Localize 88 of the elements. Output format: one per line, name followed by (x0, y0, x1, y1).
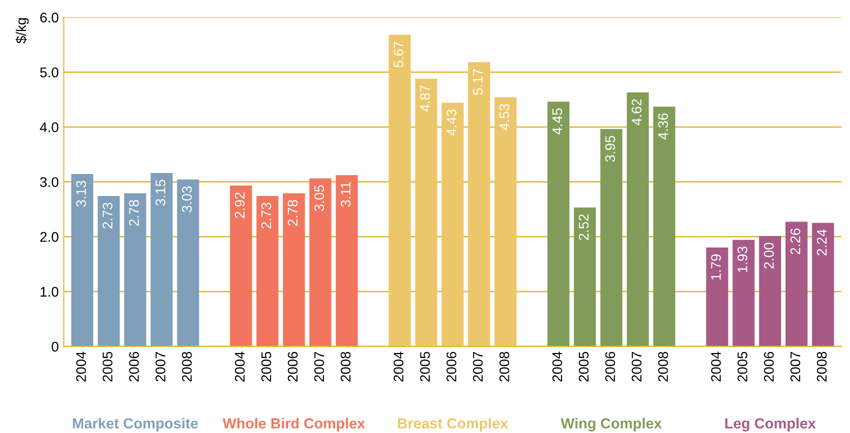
bar (98, 196, 120, 346)
x-tick-label: 2007 (632, 352, 642, 382)
y-tick-label: 4.0 (40, 122, 58, 132)
x-tick-label: 2005 (738, 352, 748, 382)
data-label: 3.13 (76, 180, 86, 207)
data-label: 5.67 (394, 42, 404, 68)
text: Breast Complex (398, 418, 508, 432)
data-label: 2.92 (234, 192, 245, 218)
x-tick-label: 2005 (578, 352, 589, 382)
y-tick-label: 3.0 (40, 177, 58, 188)
x-tick-label: 2004 (234, 352, 245, 382)
bar (309, 178, 332, 346)
bar (626, 92, 649, 346)
text: Wing Complex (560, 418, 662, 432)
x-tick-label: 2008 (499, 352, 510, 382)
x-tick-label: 2006 (129, 352, 139, 382)
text: Market Composite (72, 418, 198, 432)
bar (574, 207, 596, 346)
x-tick-label: 2006 (764, 352, 774, 382)
bar (653, 106, 676, 346)
data-label: 4.87 (420, 85, 430, 112)
bar (124, 193, 146, 346)
bar (600, 129, 622, 346)
y-tick-label: 5.0 (40, 68, 58, 78)
bar (230, 186, 252, 346)
x-tick-label: 2007 (790, 352, 800, 382)
bar (150, 172, 173, 346)
data-label: 4.43 (446, 110, 456, 136)
data-label: 2.26 (790, 228, 800, 254)
data-label: 2.52 (578, 214, 589, 240)
bar (388, 34, 411, 346)
y-tick-label: 1.0 (40, 286, 58, 297)
x-tick-label: 2005 (420, 352, 430, 382)
x-tick-label: 2006 (446, 352, 456, 382)
bar (415, 78, 438, 346)
y-axis-title: $/kg (16, 18, 29, 44)
x-tick-label: 2007 (156, 352, 166, 382)
data-label: 2.24 (816, 229, 827, 256)
x-tick-label: 2004 (76, 352, 86, 382)
data-label: 2.00 (764, 242, 774, 269)
text: Whole Bird Complex (222, 418, 366, 432)
bar (547, 102, 570, 346)
x-tick-label: 2005 (261, 352, 272, 382)
x-tick-label: 2005 (102, 352, 112, 382)
data-label: 5.17 (473, 69, 483, 95)
bar (786, 222, 808, 346)
bar (177, 180, 200, 346)
data-label: 2.73 (102, 202, 112, 228)
x-tick-label: 2008 (182, 352, 192, 382)
bar (256, 196, 278, 346)
y-tick-label: 2.0 (40, 232, 58, 242)
bar (468, 62, 490, 346)
bar (71, 174, 94, 346)
text: Leg Complex (725, 418, 816, 432)
x-tick-label: 2008 (340, 352, 351, 382)
data-label: 1.79 (711, 254, 721, 280)
bar (494, 97, 517, 346)
data-label: 1.93 (738, 246, 748, 272)
x-tick-label: 2008 (816, 352, 827, 382)
x-tick-label: 2004 (711, 352, 721, 382)
x-tick-label: 2004 (394, 352, 404, 382)
x-tick-label: 2008 (658, 352, 668, 382)
data-label: 4.36 (658, 113, 668, 140)
x-tick-label: 2006 (288, 352, 298, 382)
bar (759, 236, 782, 346)
data-label: 4.45 (552, 108, 562, 135)
y-tick-label: 6.0 (40, 12, 58, 22)
x-tick-label: 2006 (605, 352, 616, 382)
bar (706, 248, 728, 346)
data-label: 3.11 (340, 182, 351, 207)
bar (442, 102, 464, 346)
x-tick-label: 2007 (472, 352, 483, 382)
data-label: 3.03 (182, 186, 192, 212)
bar (282, 193, 305, 346)
bar (812, 222, 834, 346)
bar (732, 240, 755, 346)
data-label: 2.73 (261, 202, 272, 228)
data-label: 4.53 (499, 104, 510, 130)
bar (336, 175, 358, 346)
data-label: 3.95 (605, 136, 616, 162)
x-tick-label: 2007 (314, 352, 324, 382)
x-tick-label: 2004 (552, 352, 562, 382)
data-label: 2.78 (288, 200, 298, 226)
y-tick-label: 0 (52, 342, 58, 352)
data-label: 2.78 (129, 200, 139, 226)
data-label: 4.62 (632, 99, 642, 126)
data-label: 3.15 (156, 180, 166, 206)
data-label: 3.05 (314, 185, 324, 212)
